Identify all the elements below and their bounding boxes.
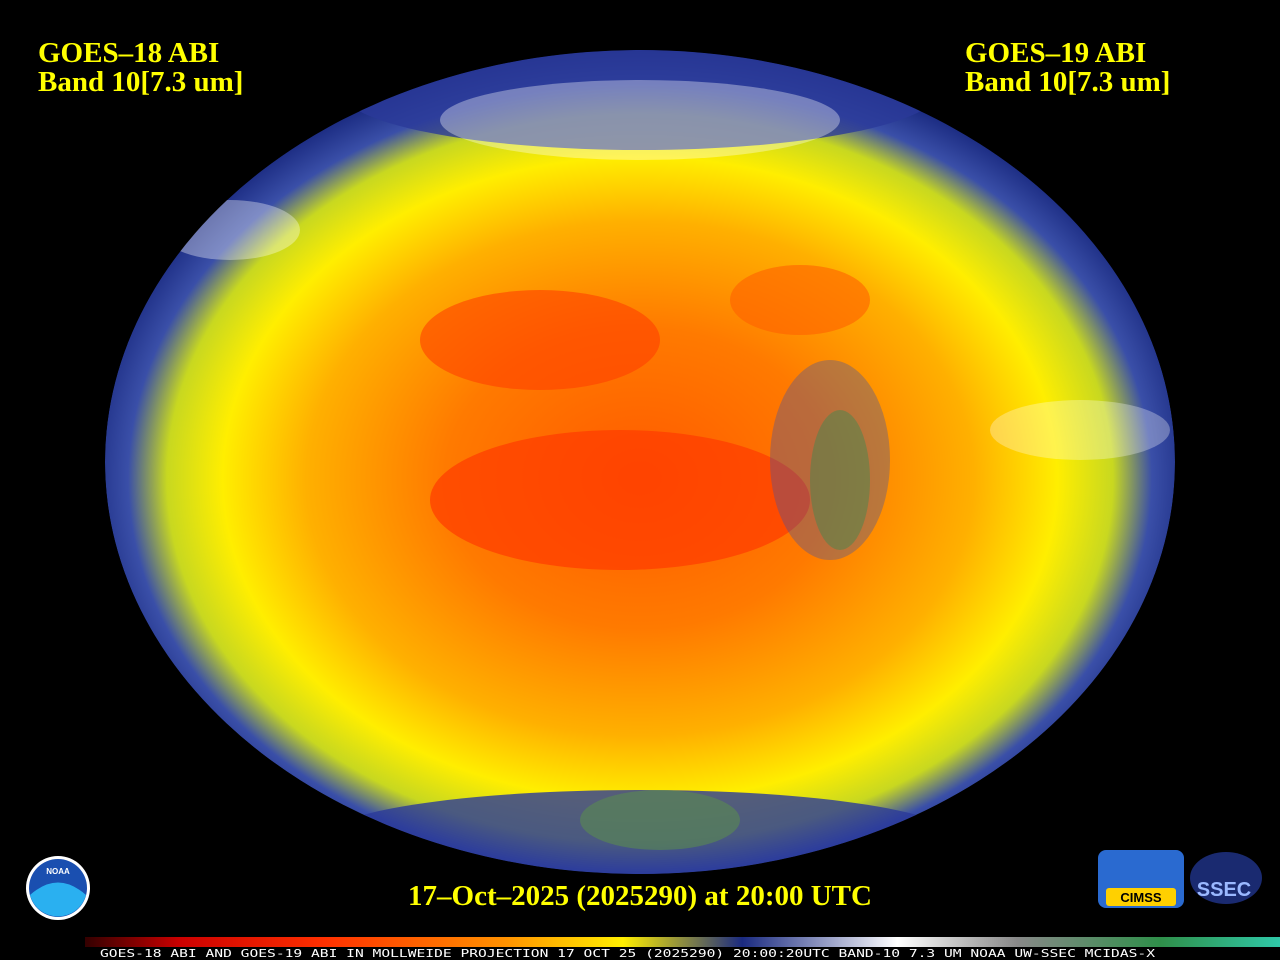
color-bar: [85, 937, 1280, 947]
right-band: Band 10[7.3 um]: [965, 66, 1170, 98]
left-band: Band 10[7.3 um]: [38, 66, 243, 98]
right-satellite: GOES–19 ABI: [965, 37, 1146, 69]
cimss-text: CIMSS: [1120, 890, 1162, 905]
ssec-logo: SSEC: [1190, 852, 1262, 904]
ssec-text: SSEC: [1197, 879, 1251, 901]
left-satellite: GOES–18 ABI: [38, 37, 219, 69]
timestamp: 17–Oct–2025 (2025290) at 20:00 UTC: [408, 880, 872, 912]
globe: [105, 50, 1175, 874]
cimss-logo: CIMSS: [1098, 850, 1184, 908]
noaa-logo: NOAA: [26, 856, 90, 920]
footer-caption: GOES-18 ABI AND GOES-19 ABI IN MOLLWEIDE…: [100, 948, 1156, 960]
noaa-text: NOAA: [46, 867, 70, 876]
